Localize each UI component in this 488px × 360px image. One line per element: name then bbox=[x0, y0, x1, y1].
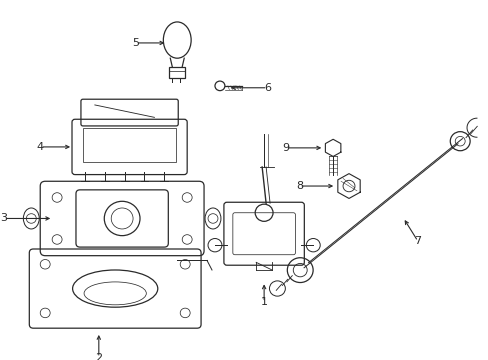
Text: 6: 6 bbox=[264, 83, 270, 93]
Text: 2: 2 bbox=[95, 353, 102, 360]
Text: 5: 5 bbox=[132, 38, 139, 48]
Bar bbox=[83, 128, 176, 162]
Text: 1: 1 bbox=[260, 297, 267, 307]
Text: 7: 7 bbox=[414, 237, 421, 246]
Bar bbox=[169, 67, 185, 78]
Text: 4: 4 bbox=[37, 142, 44, 152]
Text: 3: 3 bbox=[0, 213, 7, 224]
Text: 8: 8 bbox=[295, 181, 302, 191]
Text: 9: 9 bbox=[281, 143, 288, 153]
